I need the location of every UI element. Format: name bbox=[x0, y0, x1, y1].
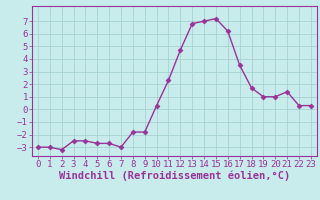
X-axis label: Windchill (Refroidissement éolien,°C): Windchill (Refroidissement éolien,°C) bbox=[59, 171, 290, 181]
